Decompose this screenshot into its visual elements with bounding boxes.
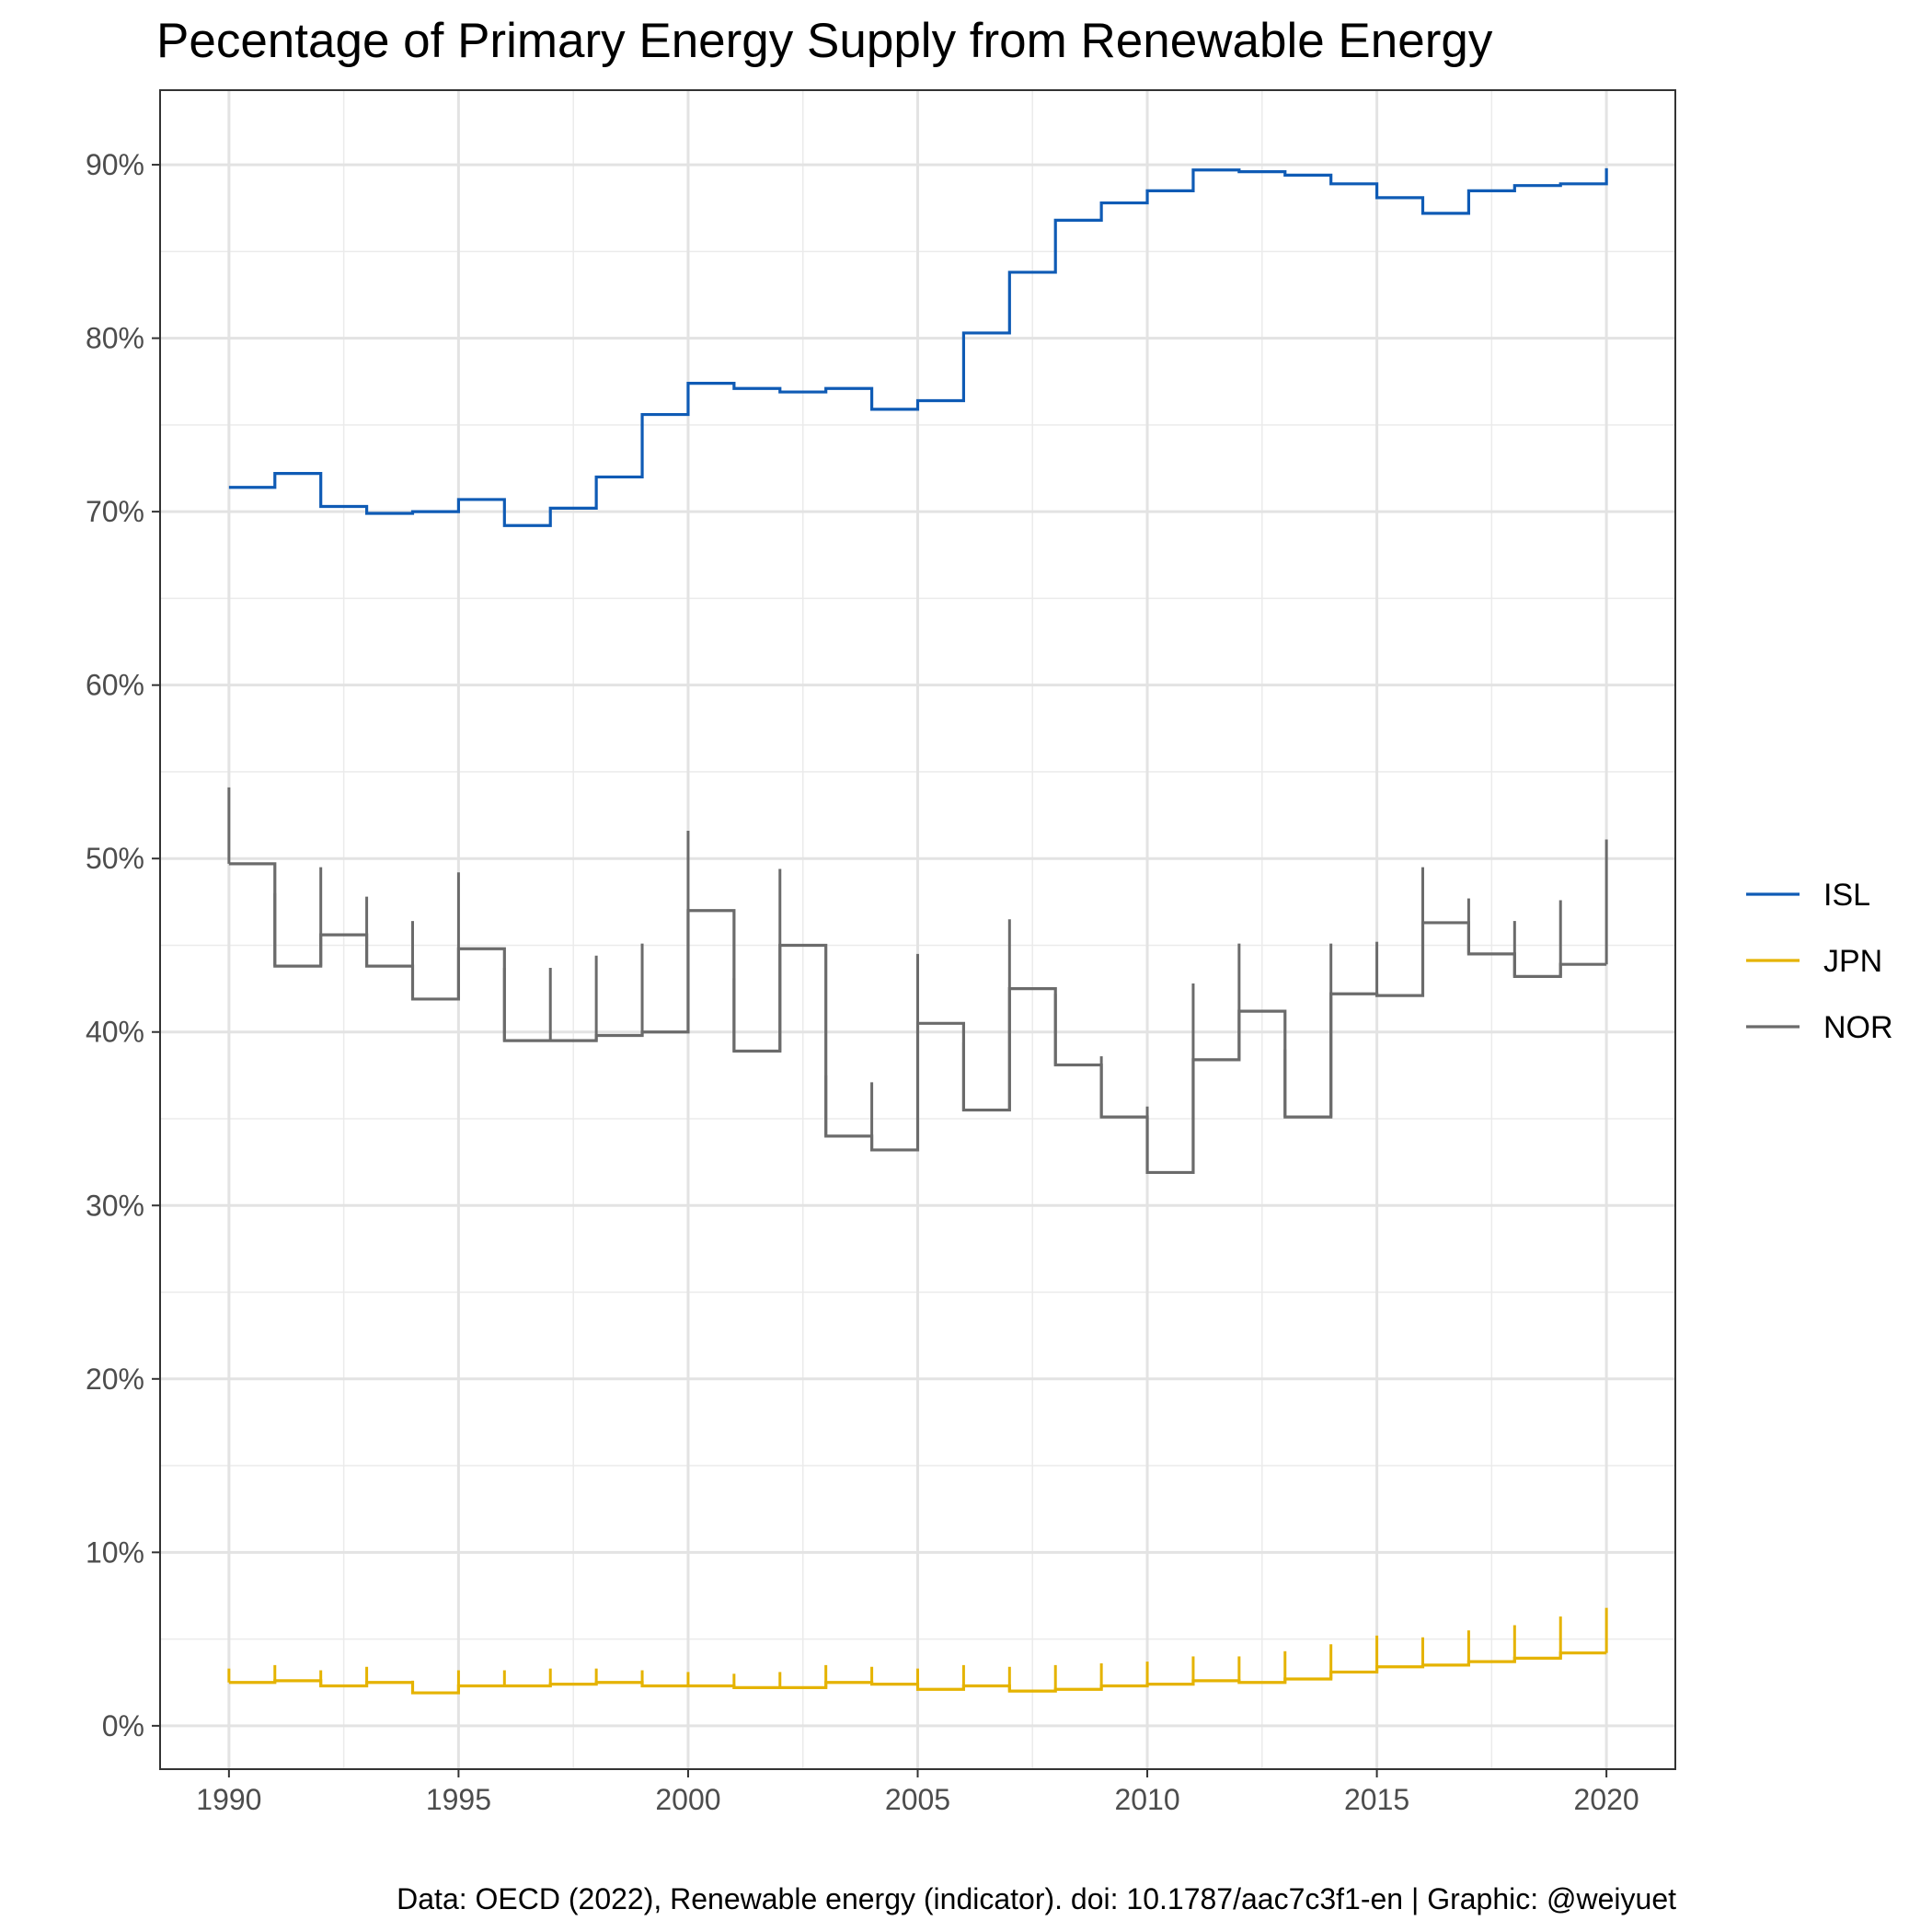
grid-layer xyxy=(160,90,1675,1769)
x-axis: 1990 1995 2000 2005 2010 2015 2020 xyxy=(196,1769,1639,1816)
series-isl xyxy=(228,167,1608,527)
y-tick-label: 60% xyxy=(86,669,144,702)
legend: ISL JPN NOR xyxy=(1746,878,1893,1045)
y-tick-label: 40% xyxy=(86,1016,144,1049)
x-tick-label: 2020 xyxy=(1574,1783,1639,1816)
y-axis: 0% 10% 20% 30% 40% 50% 60% 70% 80% 90% xyxy=(86,148,160,1742)
legend-label-isl: ISL xyxy=(1823,878,1870,913)
y-tick-label: 0% xyxy=(102,1709,144,1742)
series-step-line xyxy=(228,862,1607,1175)
series-jpn xyxy=(227,1607,1608,1695)
series-nor xyxy=(227,787,1608,1175)
x-tick-label: 1990 xyxy=(196,1783,261,1816)
legend-label-nor: NOR xyxy=(1823,1010,1893,1045)
y-tick-label: 20% xyxy=(86,1363,144,1396)
x-tick-label: 2000 xyxy=(655,1783,720,1816)
chart-title: Pecentage of Primary Energy Supply from … xyxy=(156,14,1493,68)
y-tick-label: 50% xyxy=(86,842,144,875)
x-tick-label: 2005 xyxy=(885,1783,950,1816)
series-layer xyxy=(227,167,1608,1695)
x-tick-label: 2015 xyxy=(1344,1783,1409,1816)
y-tick-label: 70% xyxy=(86,495,144,528)
y-tick-label: 30% xyxy=(86,1189,144,1222)
y-tick-label: 90% xyxy=(86,148,144,181)
x-tick-label: 2010 xyxy=(1114,1783,1179,1816)
legend-label-jpn: JPN xyxy=(1823,944,1882,979)
y-tick-label: 10% xyxy=(86,1535,144,1569)
y-tick-label: 80% xyxy=(86,322,144,355)
x-tick-label: 1995 xyxy=(426,1783,491,1816)
chart-caption: Data: OECD (2022), Renewable energy (ind… xyxy=(397,1882,1676,1915)
series-step-line xyxy=(228,1651,1607,1695)
series-step-line xyxy=(228,167,1608,527)
